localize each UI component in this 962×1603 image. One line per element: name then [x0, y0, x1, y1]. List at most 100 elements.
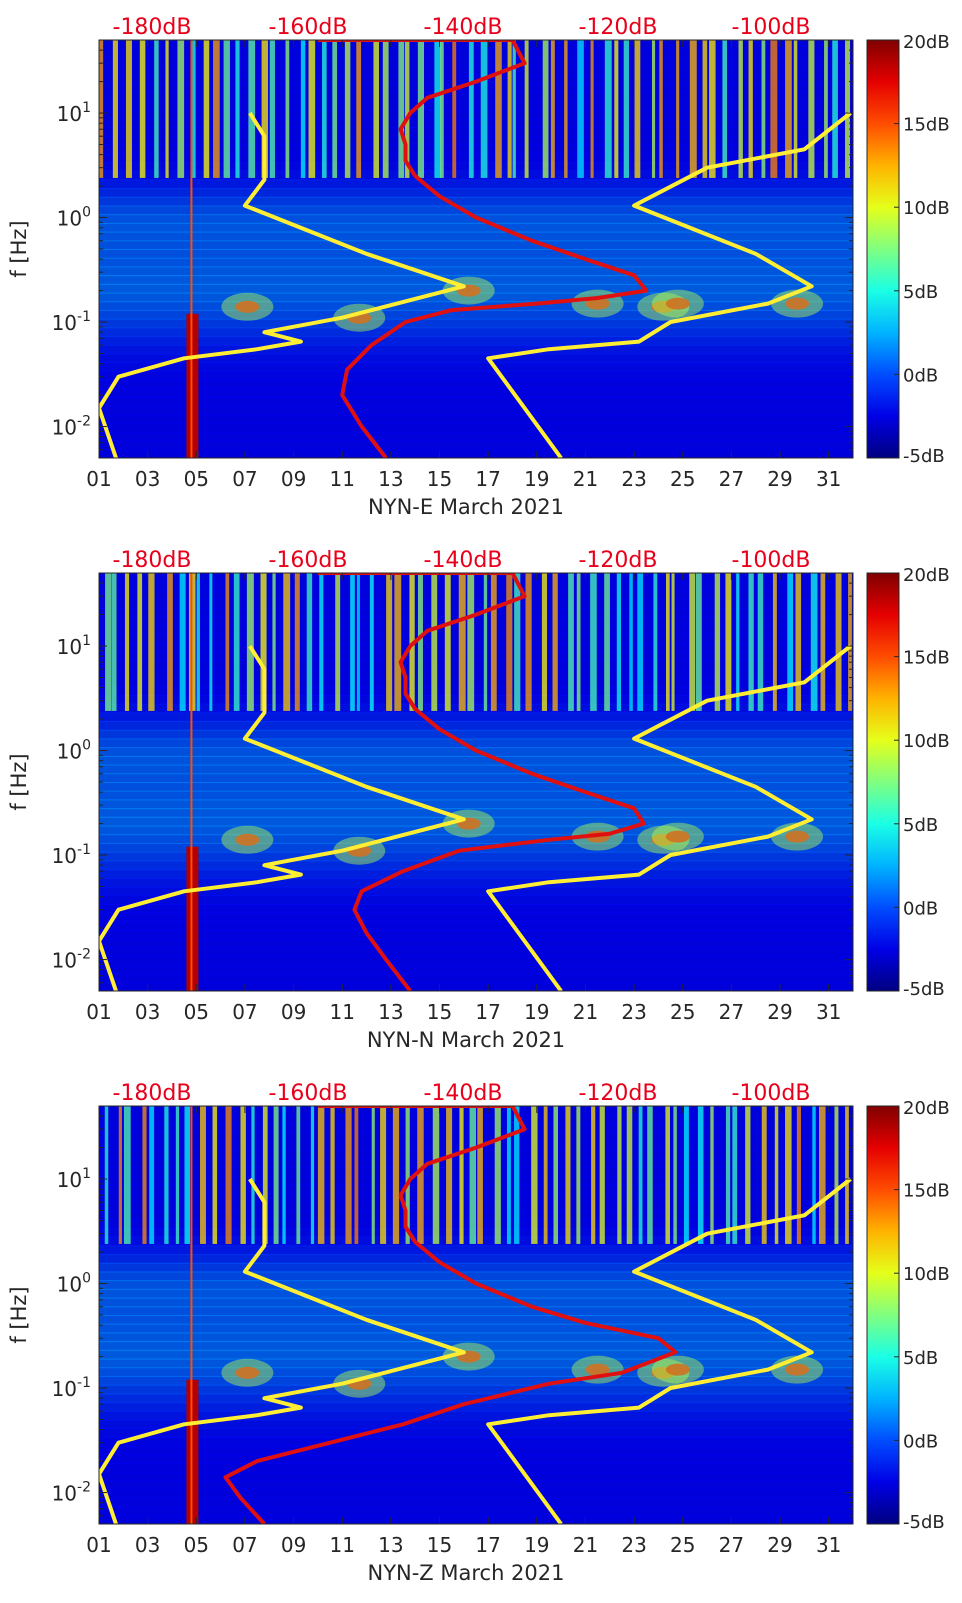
red-median-psd-curve [317, 573, 646, 991]
spectrogram-band [99, 1149, 853, 1160]
x-tick-label: 09 [281, 467, 306, 491]
x-tick-label: 19 [524, 1533, 549, 1557]
spectrogram-streak [697, 1106, 704, 1244]
spectrogram-band [99, 257, 853, 268]
yellow-noise-model-curve-2 [486, 1177, 852, 1524]
spectrogram-band [99, 1515, 853, 1524]
spectrogram-band [99, 144, 853, 155]
spectrogram-streak [634, 40, 641, 178]
x-tick-label: 03 [135, 467, 160, 491]
spectrogram-streak [506, 1106, 511, 1244]
spectrogram-band [99, 895, 853, 905]
spectrogram-band [99, 1489, 853, 1499]
spectrogram-streak [300, 40, 306, 178]
x-tick-label: 21 [573, 1533, 598, 1557]
spectrogram-streak [748, 40, 753, 178]
x-tick-label: 03 [135, 1533, 160, 1557]
spectrogram-band [99, 179, 853, 190]
x-axis-label: NYN-E March 2021 [368, 495, 564, 519]
spectrogram-band [99, 318, 853, 329]
spectrogram-streak [332, 40, 338, 178]
spectrogram-band [99, 1210, 853, 1221]
top-axis-tick-label: -100dB [732, 15, 811, 40]
spectrogram-band [99, 973, 853, 984]
spectrogram-streak [212, 1106, 218, 1244]
spectrogram-band [99, 694, 853, 705]
y-tick-label: 10-2 [52, 1480, 91, 1506]
spectrogram-band [99, 414, 853, 425]
yellow-noise-model-curve-1 [99, 1177, 466, 1524]
colorbar-tick-label: 20dB [903, 32, 950, 53]
spectrogram-streak [319, 573, 324, 711]
x-tick-label: 13 [378, 1533, 403, 1557]
colorbar-tick-label: 10dB [903, 731, 950, 752]
top-axis-tick-label: -140dB [424, 548, 503, 573]
spectrogram-streak [834, 1106, 839, 1244]
spectrogram-streak [653, 573, 658, 711]
spectrogram-streak [599, 1106, 605, 1244]
spectrogram-streak [832, 40, 838, 178]
spectrogram-streak [272, 573, 276, 711]
x-tick-label: 13 [378, 467, 403, 491]
spectrogram-band [99, 240, 853, 250]
spectrogram-band [99, 1123, 853, 1134]
spectrogram-streak [308, 40, 316, 178]
spectrogram-streak [417, 40, 425, 178]
spectrogram-band [99, 292, 853, 303]
spectrogram-streak [190, 40, 196, 178]
spectrogram-band [99, 1132, 853, 1142]
spectrogram-streak [651, 40, 656, 178]
spectrogram-streak [495, 40, 502, 178]
top-axis-tick-label: -120dB [579, 548, 658, 573]
spectrogram-streak [725, 1106, 731, 1244]
spectrogram-streak [638, 1106, 643, 1244]
spectrogram-streak [577, 40, 584, 178]
colorbar-tick-label: 0dB [903, 365, 938, 386]
x-tick-label: 11 [329, 467, 354, 491]
spectrogram-band [99, 161, 853, 172]
spectrogram-band [99, 633, 853, 644]
spectrogram-streak [111, 573, 117, 711]
spectrogram-streak [738, 40, 743, 178]
top-axis-tick-label: -160dB [269, 1081, 348, 1106]
spectrogram-band [99, 581, 853, 592]
spectrogram-streak [405, 1106, 410, 1244]
x-tick-label: 01 [86, 1000, 111, 1024]
spectrogram-band [99, 1428, 853, 1438]
spectrogram-band [99, 721, 853, 731]
spike-line [190, 40, 193, 458]
spectrogram-streak [104, 1106, 109, 1244]
x-tick-label: 15 [427, 1000, 452, 1024]
spectrogram-streak [761, 40, 766, 178]
spectrogram-streak [417, 573, 423, 711]
spectrogram-streak [125, 40, 132, 178]
spectrogram-band [99, 196, 853, 207]
x-tick-label: 17 [475, 1000, 500, 1024]
x-tick-label: 25 [670, 1000, 695, 1024]
spectrogram-band [99, 573, 853, 583]
spectrogram-band [99, 1175, 853, 1186]
red-median-psd-curve [317, 40, 649, 458]
spectrogram-streak [213, 40, 220, 178]
spectrogram-streak [285, 40, 290, 178]
spectrogram-band [99, 1419, 853, 1430]
spectrogram-streak [431, 573, 438, 711]
x-tick-label: 05 [184, 467, 209, 491]
top-axis-tick-label: -160dB [269, 548, 348, 573]
spectrogram-band [99, 1106, 853, 1116]
spectrogram-streak [154, 40, 159, 178]
x-tick-label: 27 [719, 467, 744, 491]
spectrogram-streak [184, 1106, 191, 1244]
top-axis-tick-label: -120dB [579, 15, 658, 40]
spectrogram-streak [732, 1106, 738, 1244]
storm-blob [785, 830, 810, 843]
spectrogram-streak [137, 573, 143, 711]
x-tick-label: 07 [232, 1533, 257, 1557]
spectrogram-band [99, 222, 853, 233]
spectrogram-streak [524, 40, 529, 178]
y-tick-label: 100 [57, 738, 91, 764]
x-tick-label: 23 [621, 467, 646, 491]
spectrogram-band [99, 1297, 853, 1308]
spectrogram-streak [233, 573, 240, 711]
spectrogram-band [99, 353, 853, 364]
